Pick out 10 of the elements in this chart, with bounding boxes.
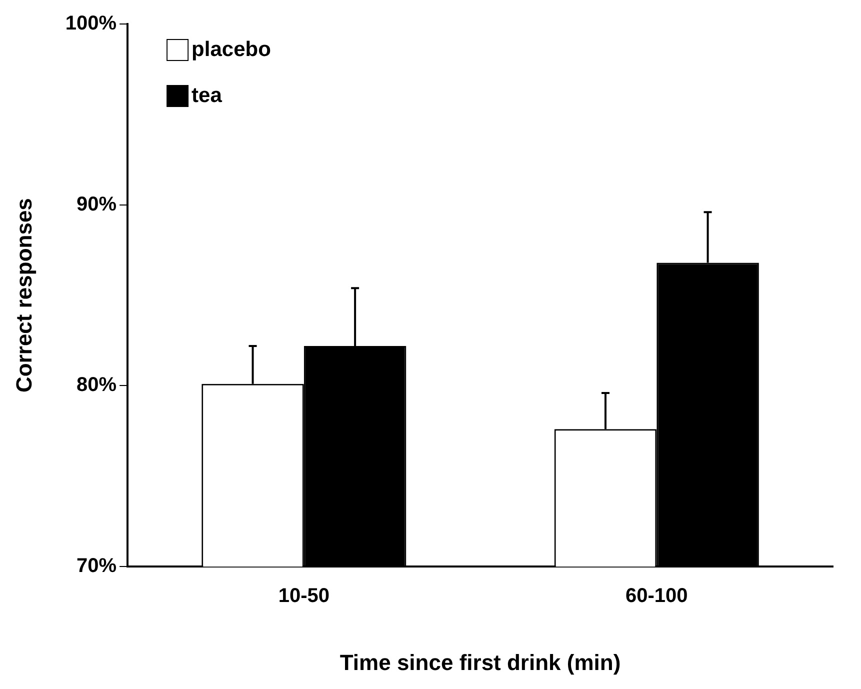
x-axis-title: Time since first drink (min): [340, 650, 621, 675]
y-tick-label: 100%: [65, 12, 117, 35]
x-tick-label: 60-100: [625, 585, 688, 608]
y-tick-label: 90%: [76, 193, 117, 216]
legend-label: placebo: [192, 38, 271, 61]
x-tick-label: 10-50: [278, 585, 330, 608]
legend-label: tea: [192, 84, 222, 107]
y-tick-label: 80%: [76, 374, 117, 396]
y-tick-label: 70%: [76, 555, 117, 578]
y-axis-title: Correct responses: [11, 198, 36, 393]
